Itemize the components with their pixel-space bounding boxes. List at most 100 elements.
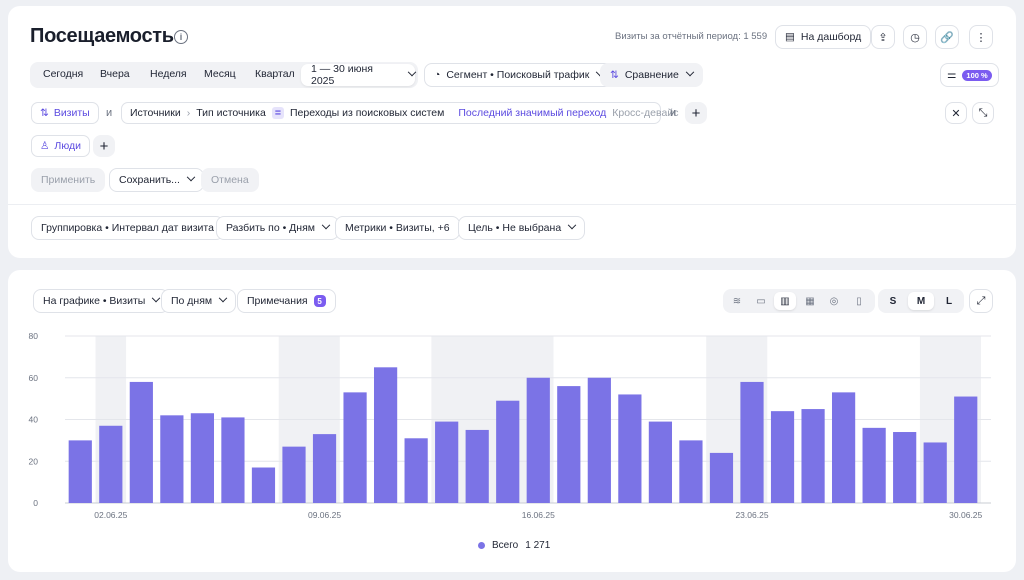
bar — [557, 386, 581, 503]
y-tick-label: 20 — [29, 456, 39, 466]
chevron-down-icon — [567, 220, 577, 230]
chevron-right-icon: › — [186, 107, 191, 119]
segment-button[interactable]: ◔ Сегмент • Поисковый трафик — [424, 63, 614, 87]
info-icon[interactable]: i — [174, 30, 188, 44]
bar — [862, 427, 886, 503]
history-icon[interactable]: ◷ — [903, 25, 927, 49]
bar-chart-icon[interactable]: ▥ — [774, 292, 796, 310]
clear-filters-icon[interactable]: ✕ — [945, 102, 967, 124]
more-icon[interactable]: ⋮ — [969, 25, 993, 49]
split-button[interactable]: Разбить по • Дням — [216, 216, 339, 240]
bar — [404, 438, 428, 503]
bar — [251, 467, 276, 503]
bar — [99, 425, 123, 503]
bar — [923, 442, 947, 503]
pie-chart-icon[interactable]: ◎ — [829, 295, 839, 307]
period-today[interactable]: Сегодня — [43, 68, 84, 80]
segment-icon: ◔ — [434, 69, 441, 81]
chevron-down-icon — [321, 220, 331, 230]
detail-selector[interactable]: По дням — [161, 289, 237, 313]
bar — [373, 367, 398, 503]
bar — [160, 415, 184, 503]
sliders-icon: ⚌ — [947, 69, 957, 81]
size-s[interactable]: S — [889, 295, 897, 307]
bar — [893, 432, 917, 503]
cancel-button[interactable]: Отмена — [201, 168, 259, 192]
grouping-button[interactable]: Группировка • Интервал дат визита — [31, 216, 224, 240]
legend-total: 1 271 — [525, 540, 551, 551]
y-tick-label: 80 — [29, 331, 39, 341]
person-icon: ♙ — [40, 140, 50, 152]
add-filter-button[interactable]: + — [685, 102, 707, 124]
bar — [801, 409, 825, 503]
visits-icon: ⇅ — [40, 107, 49, 119]
filter-path-1: Источники — [130, 107, 181, 119]
notes-count-badge: 5 — [313, 295, 326, 307]
x-tick-label: 16.06.25 — [522, 510, 555, 520]
bar — [312, 434, 337, 503]
cross-device-toggle[interactable]: Кросс-девайс — [612, 107, 679, 119]
comparison-icon: ⇅ — [610, 69, 619, 81]
bar — [831, 392, 856, 503]
chart-legend: Всего 1 271 — [478, 540, 550, 551]
area-chart-icon[interactable]: ▭ — [756, 295, 766, 307]
divider — [8, 204, 1016, 205]
dashboard-button[interactable]: ▤ На дашборд — [775, 25, 872, 49]
source-filter[interactable]: Источники › Тип источника = Переходы из … — [121, 102, 693, 124]
chevron-down-icon — [407, 67, 417, 77]
line-chart-icon[interactable]: ≋ — [732, 295, 742, 307]
apply-button[interactable]: Применить — [31, 168, 106, 192]
date-range-picker[interactable]: 1 — 30 июня 2025 — [301, 63, 417, 87]
column-chart-icon[interactable]: ▯ — [856, 295, 862, 307]
filter-path-2: Тип источника — [196, 107, 266, 119]
attribution-selector[interactable]: Последний значимый переход — [458, 107, 607, 119]
chart-size-selector: S M L — [878, 289, 964, 313]
size-m[interactable]: M — [908, 292, 934, 310]
metrics-button[interactable]: Метрики • Визиты, +6 — [335, 216, 460, 240]
bar — [343, 392, 367, 503]
y-tick-label: 0 — [33, 498, 38, 508]
chart-metric-selector[interactable]: На графике • Визиты — [33, 289, 170, 313]
stacked-chart-icon[interactable]: ▦ — [805, 295, 815, 307]
x-tick-label: 09.06.25 — [308, 510, 341, 520]
add-people-filter-button[interactable]: + — [93, 135, 115, 157]
and-label: и — [106, 107, 113, 119]
y-tick-label: 60 — [29, 373, 39, 383]
legend-label: Всего — [492, 540, 519, 551]
bar — [282, 446, 306, 503]
bar — [740, 381, 764, 503]
x-tick-label: 02.06.25 — [94, 510, 127, 520]
link-icon[interactable]: 🔗 — [935, 25, 959, 49]
bar — [496, 400, 520, 503]
page-title: Посещаемость — [30, 25, 174, 47]
export-icon[interactable]: ⇪ — [871, 25, 895, 49]
notes-button[interactable]: Примечания 5 — [237, 289, 336, 313]
period-week[interactable]: Неделя — [150, 68, 187, 80]
comparison-button[interactable]: ⇅ Сравнение — [600, 63, 703, 87]
filter-operator[interactable]: = — [271, 107, 284, 119]
bar — [465, 429, 489, 503]
bar — [648, 421, 673, 503]
bar — [68, 440, 92, 503]
visits-summary: Визиты за отчётный период: 1 559 — [615, 31, 768, 42]
sampling-button[interactable]: ⚌ 100 % — [940, 63, 999, 87]
metric-filter-chip[interactable]: ⇅ Визиты — [31, 102, 99, 124]
collapse-icon[interactable]: ⤡ — [972, 102, 994, 124]
period-yesterday[interactable]: Вчера — [100, 68, 130, 80]
period-quarter[interactable]: Квартал — [255, 68, 295, 80]
chevron-down-icon — [685, 67, 695, 77]
bar — [954, 396, 978, 503]
size-l[interactable]: L — [945, 295, 953, 307]
visits-bar-chart: 0 20 40 60 80 02.06.25 09.06.25 16.06.25 23.06.2… — [29, 331, 991, 520]
bar — [129, 381, 153, 503]
people-filter-chip[interactable]: ♙ Люди — [31, 135, 90, 157]
chart-type-selector: ≋ ▭ ▥ ▦ ◎ ▯ — [723, 289, 875, 313]
goal-button[interactable]: Цель • Не выбрана — [458, 216, 586, 240]
save-button[interactable]: Сохранить... — [109, 168, 204, 192]
filter-value: Переходы из поисковых систем — [289, 107, 445, 119]
period-month[interactable]: Месяц — [204, 68, 236, 80]
bar — [679, 440, 703, 503]
bar — [190, 413, 215, 503]
expand-icon[interactable]: ⤢ — [969, 289, 993, 313]
report-controls-card: Посещаемость i Визиты за отчётный период… — [8, 6, 1016, 258]
